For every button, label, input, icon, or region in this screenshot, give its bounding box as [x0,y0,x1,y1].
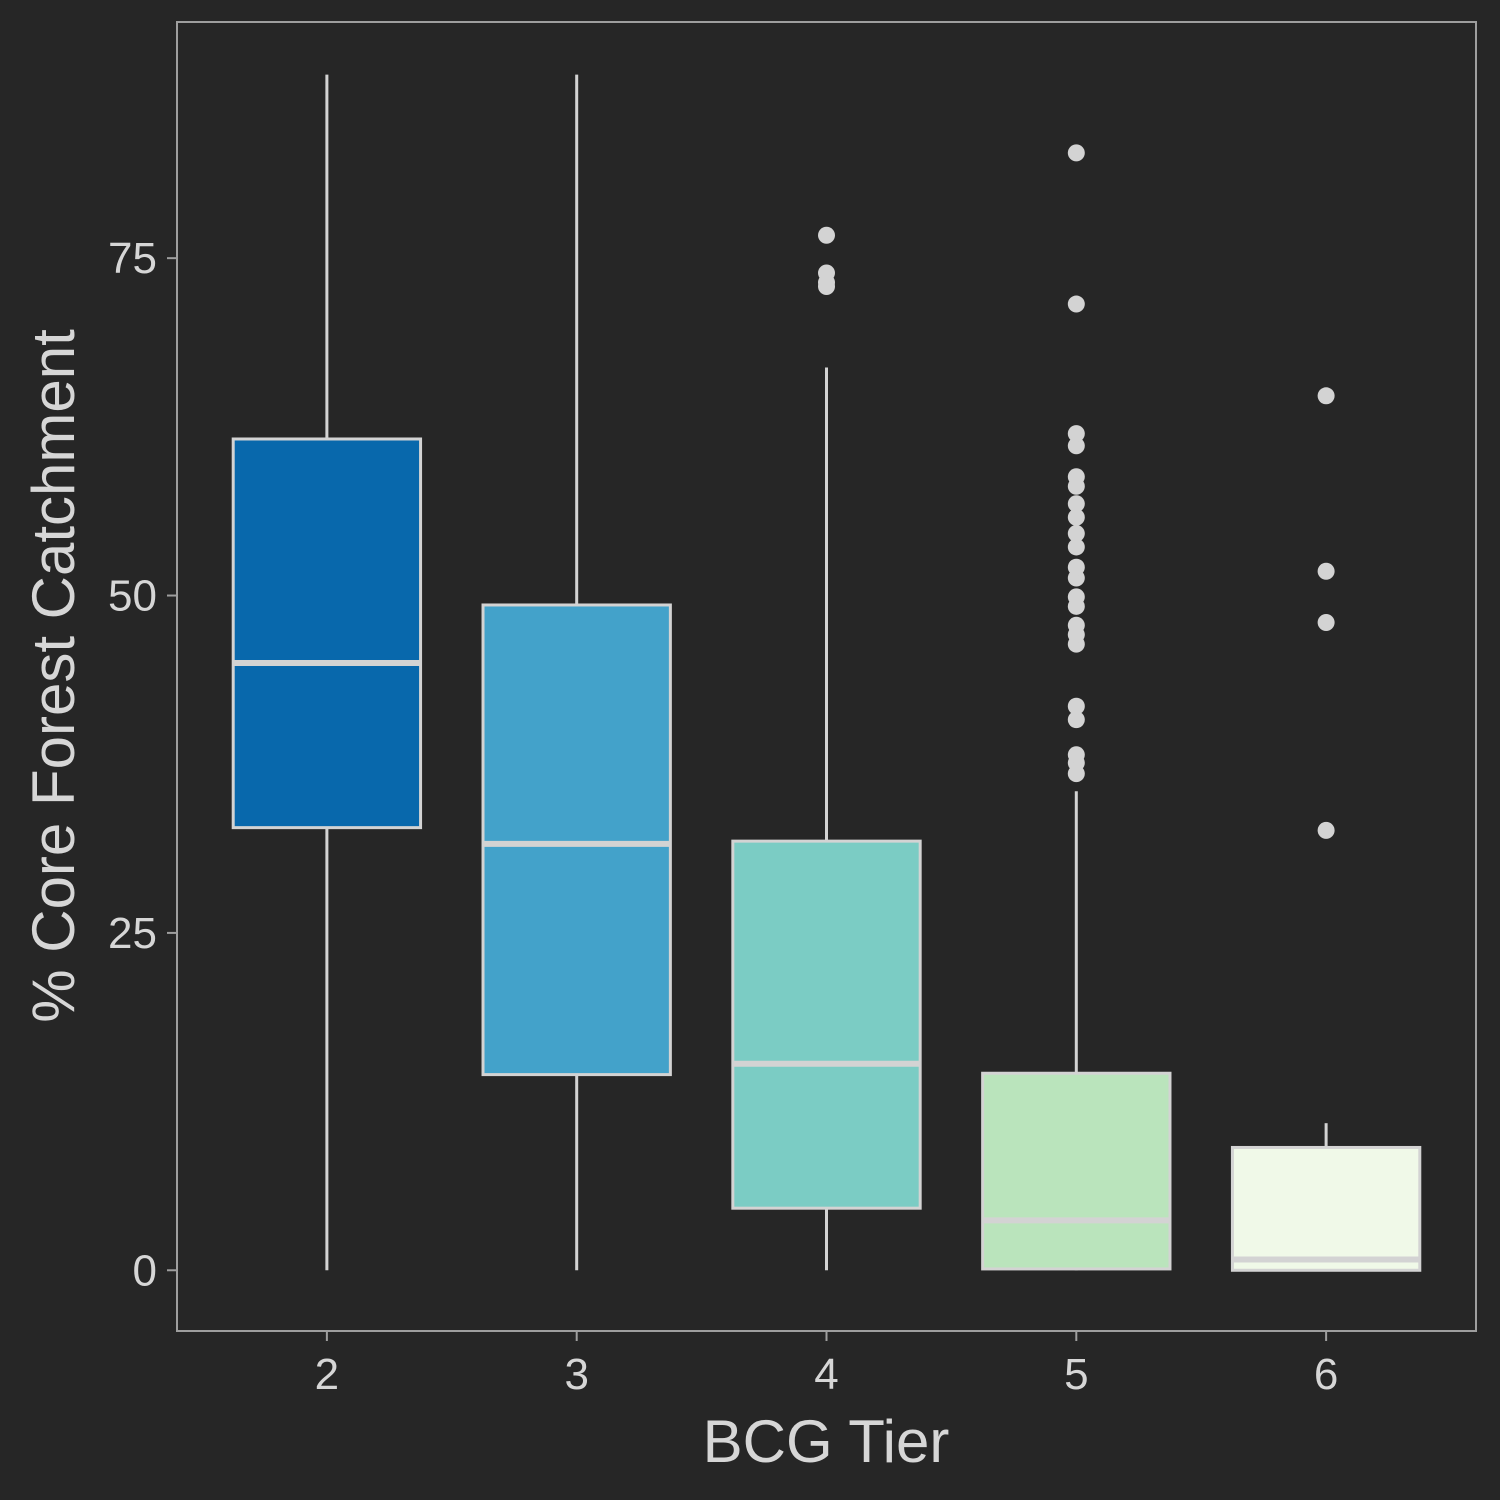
x-axis: 2 3 4 5 6 [315,1331,1338,1399]
box-tier-2 [231,74,423,1271]
outlier-point [1067,468,1085,486]
box-iqr [481,603,672,1077]
outlier-point [1067,697,1085,715]
outlier-point [1317,614,1335,632]
outlier-point [1317,821,1335,839]
y-tick-label: 0 [133,1246,157,1295]
x-tick-label: 3 [564,1350,588,1399]
outlier-point [1067,437,1085,455]
y-axis-title: % Core Forest Catchment [20,329,87,1023]
box-tier-4 [731,226,922,1271]
y-tick-label: 25 [108,909,157,958]
outlier-point [1067,425,1085,443]
y-tick-label: 50 [108,572,157,621]
box-iqr [981,1071,1172,1271]
outlier-point [1317,387,1335,405]
outlier-point [1067,495,1085,513]
box-tier-3 [481,74,672,1271]
x-tick-label: 6 [1314,1350,1338,1399]
outlier-point [1317,562,1335,580]
y-tick-label: 75 [108,234,157,283]
box-tier-6 [1230,387,1422,1272]
box-tier-5 [981,144,1172,1271]
outlier-point [1067,588,1085,606]
box-iqr [1230,1145,1422,1272]
x-tick-label: 4 [814,1350,838,1399]
box-layer [231,74,1422,1272]
x-tick-label: 5 [1064,1350,1088,1399]
box-iqr [731,839,922,1210]
outlier-point [1067,711,1085,729]
outlier-point [1067,746,1085,764]
outlier-point [1067,558,1085,576]
box-iqr [231,437,423,830]
outlier-point [818,226,835,244]
x-axis-title: BCG Tier [703,1408,950,1475]
outlier-point [1067,144,1085,162]
outlier-point [1067,295,1085,313]
y-axis: 0 25 50 75 [108,234,177,1295]
outlier-point [1067,524,1085,542]
outlier-point [1067,538,1085,556]
outlier-point [818,264,835,282]
x-tick-label: 2 [315,1350,339,1399]
outlier-point [1067,616,1085,634]
outlier-point [1067,508,1085,526]
